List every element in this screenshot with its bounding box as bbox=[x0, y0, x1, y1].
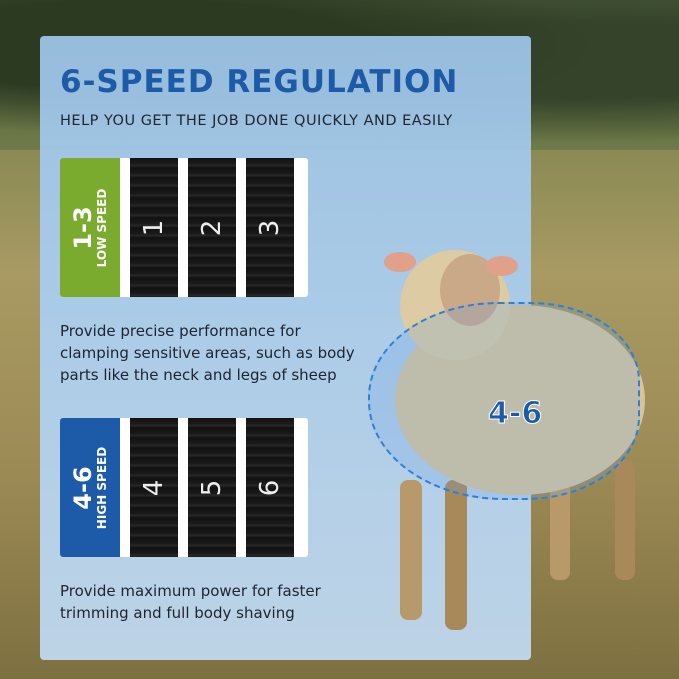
gear-3: 3 bbox=[246, 158, 294, 297]
zone-label: 4-6 bbox=[487, 396, 543, 432]
low-speed-label: LOW SPEED bbox=[95, 188, 109, 267]
low-speed-description: Provide precise performance for clamping… bbox=[60, 322, 355, 384]
gear-4: 4 bbox=[130, 418, 178, 557]
gear-5: 5 bbox=[188, 418, 236, 557]
high-speed-block: 4-6 HIGH SPEED 4 5 6 bbox=[60, 418, 308, 557]
low-speed-range: 1-3 bbox=[69, 205, 97, 250]
high-speed-zone-outline bbox=[368, 302, 640, 500]
subtitle: HELP YOU GET THE JOB DONE QUICKLY AND EA… bbox=[60, 113, 453, 129]
high-speed-tag: 4-6 HIGH SPEED bbox=[60, 418, 120, 557]
gear-6: 6 bbox=[246, 418, 294, 557]
high-speed-description: Provide maximum power for faster trimmin… bbox=[60, 582, 321, 622]
high-speed-label: HIGH SPEED bbox=[95, 446, 109, 529]
gear-1: 1 bbox=[130, 158, 178, 297]
low-speed-tag: 1-3 LOW SPEED bbox=[60, 158, 120, 297]
page-title: 6-SPEED REGULATION bbox=[60, 64, 459, 100]
gear-2: 2 bbox=[188, 158, 236, 297]
low-speed-block: 1-3 LOW SPEED 1 2 3 bbox=[60, 158, 308, 297]
high-speed-range: 4-6 bbox=[69, 465, 97, 510]
